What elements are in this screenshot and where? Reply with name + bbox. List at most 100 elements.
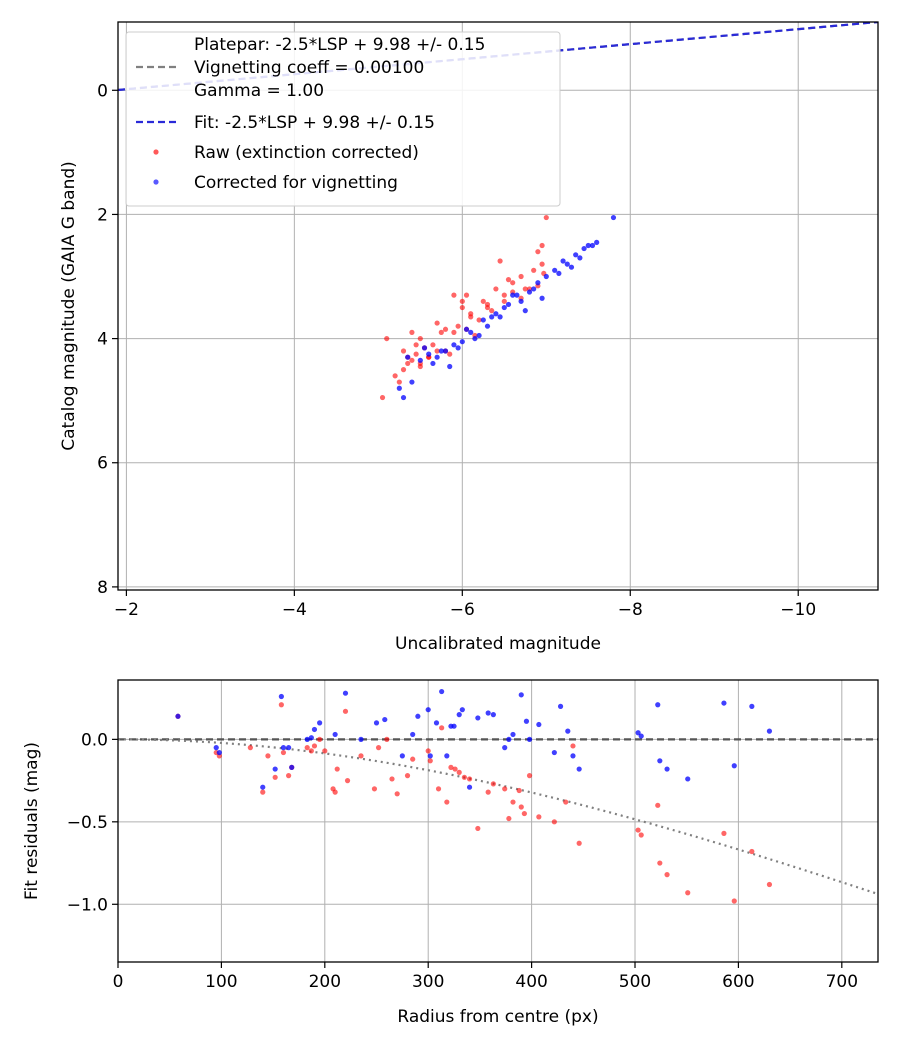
- legend-marker-swatch: [153, 179, 159, 185]
- legend-label: Platepar: -2.5*LSP + 9.98 +/- 0.15: [194, 35, 485, 55]
- scatter-point: [485, 789, 491, 795]
- scatter-point: [531, 286, 537, 292]
- x-tick-label: −6: [450, 600, 475, 620]
- scatter-point: [749, 703, 755, 709]
- scatter-point: [485, 710, 491, 716]
- scatter-point: [501, 298, 507, 304]
- scatter-point: [501, 304, 507, 311]
- scatter-point: [490, 781, 496, 787]
- x-tick-label: 300: [412, 972, 444, 992]
- scatter-point: [581, 245, 587, 252]
- scatter-point: [489, 308, 495, 314]
- scatter-point: [451, 342, 457, 348]
- scatter-point: [536, 721, 542, 728]
- scatter-point: [413, 342, 419, 348]
- scatter-point: [563, 799, 569, 805]
- scatter-point: [213, 745, 219, 751]
- scatter-point: [448, 764, 454, 771]
- scatter-point: [421, 345, 428, 351]
- scatter-point: [638, 733, 644, 739]
- scatter-point: [430, 360, 436, 367]
- x-tick-label: −4: [282, 600, 307, 620]
- scatter-point: [447, 363, 453, 370]
- scatter-point: [175, 713, 181, 719]
- y-tick-label: −1.0: [67, 895, 108, 915]
- scatter-point: [721, 830, 727, 836]
- scatter-point: [459, 298, 465, 304]
- scatter-point: [536, 814, 542, 820]
- scatter-point: [456, 712, 462, 718]
- scatter-point: [260, 784, 266, 790]
- legend: Platepar: -2.5*LSP + 9.98 +/- 0.15 Vignet…: [125, 31, 561, 207]
- scatter-point: [565, 728, 571, 734]
- scatter-point: [560, 258, 566, 264]
- scatter-point: [635, 827, 641, 833]
- scatter-point: [506, 815, 512, 822]
- scatter-point: [466, 784, 473, 790]
- scatter-point: [400, 394, 407, 401]
- scatter-point: [505, 277, 512, 283]
- bottom-x-axis-label: Radius from centre (px): [397, 1007, 598, 1027]
- scatter-point: [589, 242, 596, 249]
- scatter-point: [518, 804, 524, 810]
- scatter-point: [463, 326, 470, 332]
- scatter-point: [551, 749, 557, 756]
- scatter-point: [570, 753, 576, 759]
- y-tick-label: 2: [97, 205, 108, 225]
- scatter-point: [455, 345, 461, 351]
- scatter-point: [514, 292, 520, 298]
- scatter-point: [490, 712, 496, 718]
- scatter-point: [664, 872, 670, 878]
- scatter-point: [570, 743, 576, 749]
- scatter-point: [685, 776, 691, 782]
- scatter-point: [535, 280, 541, 286]
- scatter-point: [332, 731, 338, 738]
- scatter-point: [451, 329, 457, 335]
- scatter-point: [502, 786, 508, 792]
- scatter-point: [247, 745, 253, 751]
- legend-label: Raw (extinction corrected): [194, 143, 419, 163]
- scatter-point: [427, 753, 433, 759]
- scatter-point: [304, 736, 310, 742]
- scatter-point: [657, 860, 663, 866]
- scatter-point: [379, 394, 386, 401]
- scatter-point: [434, 348, 440, 354]
- scatter-point: [425, 748, 431, 754]
- scatter-point: [721, 700, 727, 706]
- scatter-point: [526, 736, 533, 742]
- scatter-point: [384, 335, 390, 342]
- scatter-point: [394, 791, 400, 797]
- top-x-axis-label: Uncalibrated magnitude: [395, 634, 601, 654]
- top-scatter-points: [379, 214, 617, 401]
- scatter-point: [417, 335, 423, 342]
- scatter-point: [497, 258, 503, 264]
- scatter-point: [439, 725, 445, 731]
- scatter-point: [543, 214, 549, 221]
- scatter-point: [594, 239, 600, 245]
- scatter-point: [506, 736, 512, 742]
- scatter-point: [426, 351, 432, 357]
- scatter-point: [480, 298, 486, 304]
- scatter-point: [456, 769, 462, 775]
- scatter-point: [216, 749, 222, 756]
- y-tick-label: 8: [97, 578, 108, 598]
- scatter-point: [409, 329, 415, 335]
- top-plot-frame: [117, 21, 879, 591]
- scatter-point: [413, 351, 419, 357]
- scatter-point: [516, 787, 522, 794]
- scatter-point: [468, 329, 474, 335]
- scatter-point: [311, 743, 318, 749]
- scatter-point: [399, 753, 405, 759]
- scatter-point: [289, 764, 295, 771]
- scatter-point: [539, 295, 545, 301]
- scatter-point: [543, 273, 549, 280]
- scatter-point: [417, 357, 423, 363]
- scatter-point: [375, 745, 382, 751]
- scatter-point: [638, 832, 644, 838]
- scatter-point: [535, 249, 541, 255]
- scatter-point: [311, 726, 318, 733]
- x-tick-label: 100: [205, 972, 237, 992]
- scatter-point: [342, 708, 349, 714]
- scatter-point: [342, 690, 349, 696]
- scatter-point: [731, 763, 737, 769]
